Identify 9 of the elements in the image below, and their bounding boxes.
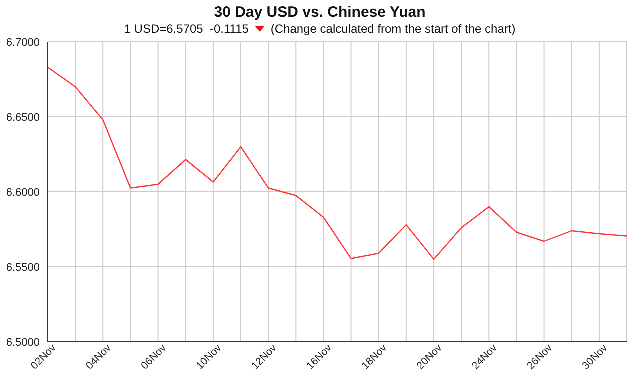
line-series bbox=[48, 66, 627, 260]
y-tick-label: 6.7000 bbox=[6, 36, 40, 49]
text: (Change calculated from the start of the chart) bbox=[270, 22, 516, 36]
chart-title: 30 Day USD vs. Chinese Yuan bbox=[213, 4, 427, 21]
y-tick-label: 6.5500 bbox=[6, 262, 40, 274]
y-tick-label: 6.6500 bbox=[6, 112, 40, 124]
y-tick-label: 6.5000 bbox=[6, 336, 40, 349]
y-tick-label: 6.6000 bbox=[6, 186, 40, 199]
chart-subtitle: 1 USD=6.5705 -0.1115 bbox=[124, 22, 249, 36]
